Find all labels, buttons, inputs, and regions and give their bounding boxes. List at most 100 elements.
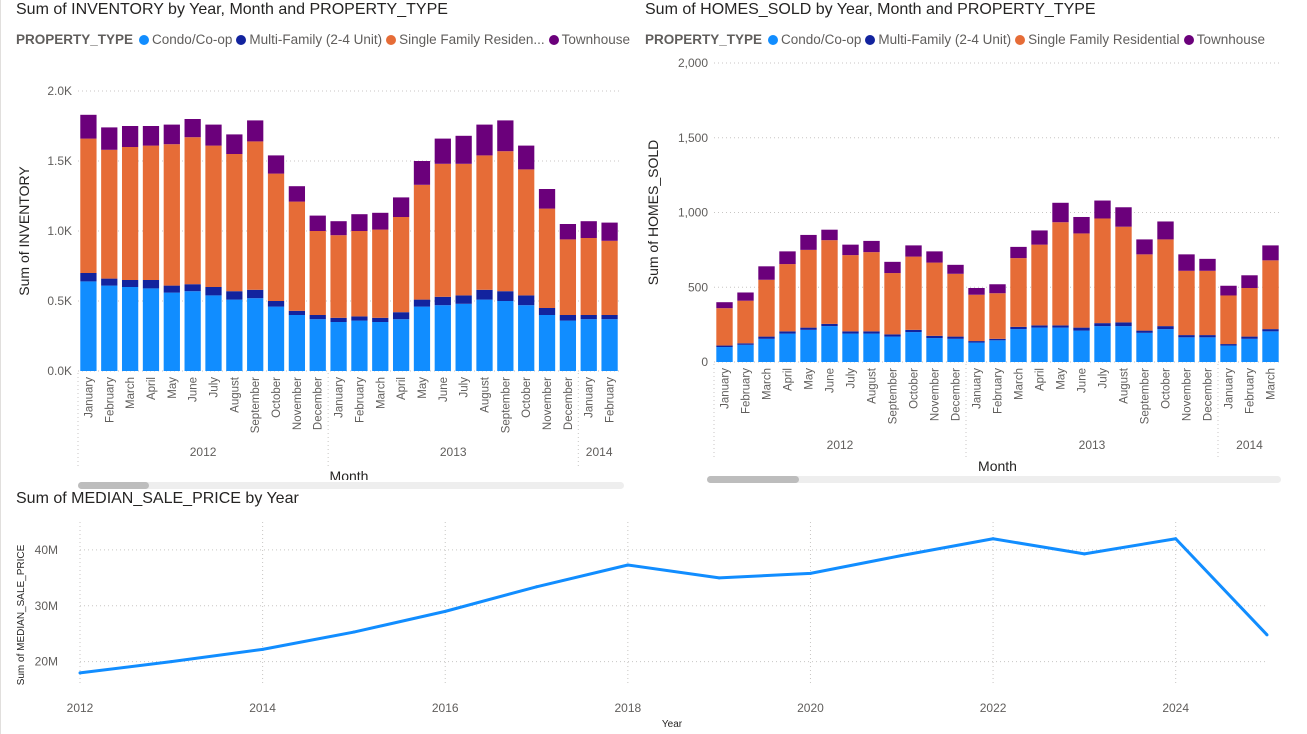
inventory-bar-townhouse [497,120,514,152]
homes-sold-x-tick-label: September [1140,368,1152,424]
inventory-bar-condo [372,322,389,371]
homes-sold-bar-multi-family [842,331,859,334]
inventory-bar-condo [434,305,451,371]
homes-sold-bar-townhouse [1262,245,1279,261]
inventory-bar-multi-family [392,312,410,320]
inventory-bar-single-family [330,235,347,318]
homes-sold-bar-townhouse [1073,216,1090,234]
inventory-legend-item-multi-family[interactable]: Multi-Family (2-4 Unit) [236,32,382,47]
inventory-bar-condo [392,319,410,371]
homes-sold-legend: PROPERTY_TYPE Condo/Co-op Multi-Family (… [645,32,1269,47]
inventory-bar-single-family [184,137,201,285]
homes-sold-bar-condo [1052,327,1069,362]
inventory-bar-multi-family [142,280,160,289]
price-y-tick-label: 40M [35,543,58,557]
homes-sold-x-axis-title: Month [978,458,1017,474]
homes-sold-x-tick-label: May [1056,368,1068,390]
median-sale-price-point [717,576,721,580]
homes-sold-horizontal-scrollbar[interactable] [707,476,1281,483]
inventory-bar-multi-family [413,299,431,307]
homes-sold-bar-condo [821,326,838,362]
homes-sold-legend-label-condo: Condo/Co-op [781,32,862,47]
homes-sold-bar-multi-family [1010,326,1027,330]
homes-sold-legend-item-multi-family[interactable]: Multi-Family (2-4 Unit) [865,32,1011,47]
homes-sold-bar-chart[interactable]: 0 500 1,000 1,500 2,000 January February March A… [632,55,1307,475]
homes-sold-chart-visual[interactable]: Sum of HOMES_SOLD by Year, Month and PRO… [632,0,1307,492]
inventory-bar-townhouse [434,138,451,164]
inventory-y-tick-label: 0.0K [47,364,72,378]
visual-divider [0,0,1,734]
homes-sold-scrollbar-thumb[interactable] [707,476,799,483]
inventory-bar-multi-family [226,291,243,300]
homes-sold-legend-item-townhouse[interactable]: Townhouse [1183,32,1265,47]
homes-sold-bar-multi-family [1178,335,1195,338]
inventory-bar-condo [601,319,618,371]
homes-sold-bar-multi-family [1073,327,1090,331]
homes-sold-bar-townhouse [1157,221,1174,240]
inventory-y-tick-label: 0.5K [47,294,72,308]
inventory-bar-single-family [392,217,410,313]
median-sale-price-line-chart[interactable]: 20M 30M 40M 2012 2014 2016 2018 2020 2022 2024 Yea… [0,514,1307,734]
median-sale-price-visual[interactable]: Sum of MEDIAN_SALE_PRICE by Year 20M 30M 4… [0,486,1307,734]
homes-sold-bar-townhouse [779,251,796,265]
price-y-tick-label: 20M [35,655,58,669]
homes-sold-bar-single-family [821,240,838,324]
inventory-bar-townhouse [163,124,180,145]
homes-sold-bar-townhouse [1031,230,1048,245]
homes-sold-bar-condo [1010,329,1027,362]
homes-sold-bar-multi-family [947,336,964,339]
homes-sold-bar-condo [1031,327,1048,362]
homes-sold-bar-single-family [926,262,943,336]
inventory-legend-item-townhouse[interactable]: Townhouse [548,32,630,47]
inventory-bar-multi-family [476,289,493,300]
inventory-legend-title: PROPERTY_TYPE [16,32,134,47]
inventory-chart-visual[interactable]: Sum of INVENTORY by Year, Month and PROP… [0,0,630,492]
homes-sold-legend-item-condo[interactable]: Condo/Co-op [768,32,861,47]
inventory-y-tick-label: 1.0K [47,224,72,238]
inventory-x-tick-label: February [354,377,366,423]
inventory-bar-townhouse [80,114,97,139]
inventory-bar-single-family [497,151,514,292]
homes-sold-legend-item-single-family[interactable]: Single Family Residential [1015,32,1180,47]
homes-sold-bar-condo [1136,332,1153,362]
inventory-bar-townhouse [288,186,306,202]
inventory-legend: PROPERTY_TYPE Condo/Co-op Multi-Family (… [16,32,634,47]
inventory-bar-condo [101,285,118,371]
inventory-legend-item-single-family[interactable]: Single Family Residen... [386,32,545,47]
homes-sold-bar-condo [1157,329,1174,362]
median-sale-price-point [443,609,447,613]
inventory-bar-townhouse [372,212,389,230]
inventory-bar-multi-family [247,289,264,299]
homes-sold-bar-condo [800,329,817,362]
homes-sold-x-tick-label: December [951,368,963,421]
inventory-bar-multi-family [434,296,451,306]
inventory-x-tick-label: December [563,377,575,430]
inventory-legend-item-condo[interactable]: Condo/Co-op [139,32,232,47]
inventory-horizontal-scrollbar[interactable] [78,482,624,489]
inventory-bar-single-family [372,229,389,318]
inventory-bar-townhouse [267,155,285,174]
inventory-legend-label-townhouse: Townhouse [561,32,630,47]
inventory-scrollbar-thumb[interactable] [78,482,149,489]
homes-sold-bar-multi-family [1241,336,1258,339]
homes-sold-bar-multi-family [968,341,985,343]
homes-sold-bar-single-family [758,279,775,337]
homes-sold-bar-multi-family [905,329,922,333]
inventory-bar-multi-family [205,287,222,296]
homes-sold-legend-title: PROPERTY_TYPE [645,32,763,47]
homes-sold-x-tick-label: January [972,368,984,409]
homes-sold-bar-single-family [1073,233,1090,328]
homes-sold-bar-single-family [884,273,901,335]
inventory-bar-single-family [580,238,597,315]
homes-sold-bar-multi-family [1136,330,1153,333]
homes-sold-bar-condo [1220,345,1237,362]
price-y-axis-title: Sum of MEDIAN_SALE_PRICE [16,544,27,685]
median-sale-price-line [79,537,1269,675]
homes-sold-bar-single-family [863,252,880,332]
condo-legend-dot-icon [139,34,150,45]
inventory-bar-multi-family [288,310,306,315]
inventory-x-tick-label: June [438,377,450,402]
homes-sold-x-tick-label: October [909,368,921,409]
inventory-bar-condo [142,288,160,371]
inventory-bar-chart[interactable]: 0.0K 0.5K 1.0K 1.5K 2.0K January February March… [0,60,630,480]
